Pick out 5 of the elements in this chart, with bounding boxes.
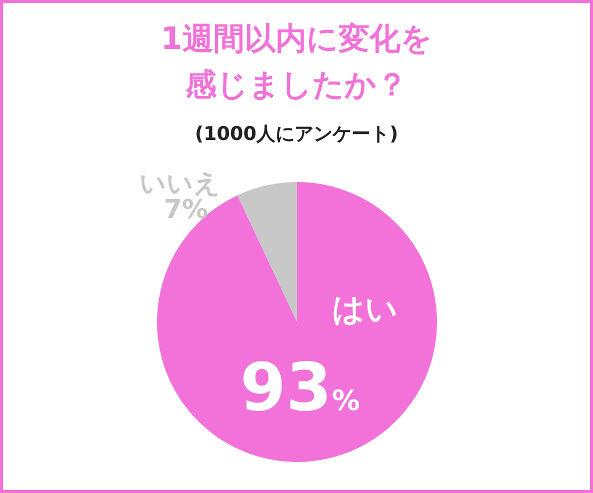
- chart-subtitle: (1000人にアンケート): [194, 123, 398, 145]
- data-label: 93%: [240, 349, 360, 426]
- data-label: 7%: [164, 195, 208, 225]
- chart-title: 1週間以内に変化を感じましたか？: [160, 20, 434, 105]
- slice-label: はい: [332, 290, 398, 328]
